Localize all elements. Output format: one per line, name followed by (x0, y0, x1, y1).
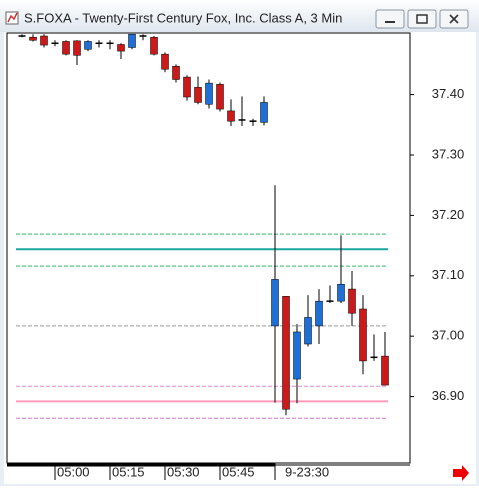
candle-body (260, 102, 268, 123)
candle-body (381, 355, 389, 386)
x-tick-label: 05:45 (222, 464, 255, 479)
candle-body (227, 110, 235, 122)
candle-body (18, 35, 26, 37)
x-tick-label: 05:15 (112, 464, 145, 479)
candle-body (62, 41, 70, 55)
candle-body (51, 42, 59, 45)
x-tick-label: 05:30 (167, 464, 200, 479)
maximize-icon (416, 14, 428, 24)
candle-body (271, 279, 279, 327)
candle-body (106, 42, 114, 45)
candle-body (238, 119, 246, 121)
candle-body (326, 300, 334, 302)
candle-body (172, 65, 180, 80)
y-tick-label: 37.40 (432, 86, 465, 101)
maximize-button[interactable] (407, 9, 437, 29)
candle-body (304, 317, 312, 345)
candle-body (73, 40, 81, 56)
candle-body (117, 44, 125, 52)
candle-body (282, 296, 290, 410)
close-icon (449, 14, 459, 24)
y-tick-label: 37.00 (432, 328, 465, 343)
y-tick-label: 37.30 (432, 146, 465, 161)
candle-body (370, 356, 378, 359)
minimize-button[interactable] (375, 9, 405, 29)
candle-body (348, 288, 356, 314)
y-tick-label: 36.90 (432, 388, 465, 403)
scroll-arrow[interactable] (453, 465, 469, 481)
candle-body (216, 84, 224, 110)
candle-body (249, 120, 257, 122)
candle-body (205, 82, 213, 105)
x-tick-label: 05:00 (57, 464, 90, 479)
candle-body (161, 53, 169, 70)
y-tick-label: 37.20 (432, 207, 465, 222)
candle-body (183, 76, 191, 98)
candle-body (139, 35, 147, 37)
candle-body (359, 308, 367, 362)
candle-body (95, 42, 103, 45)
candle-body (150, 36, 158, 55)
window-icon-line (7, 12, 18, 23)
window-title: S.FOXA - Twenty-First Century Fox, Inc. … (24, 10, 342, 25)
candle-body (337, 283, 345, 302)
candle-body (40, 35, 48, 46)
candle-body (128, 33, 136, 48)
candle-body (194, 87, 202, 103)
candle-body (293, 331, 301, 380)
minimize-icon (385, 21, 395, 23)
y-tick-label: 37.10 (432, 267, 465, 282)
candle-body (29, 36, 37, 41)
candle-body (84, 41, 92, 50)
candle-body (315, 300, 323, 327)
x-tick-label: 9-23:30 (285, 464, 329, 479)
